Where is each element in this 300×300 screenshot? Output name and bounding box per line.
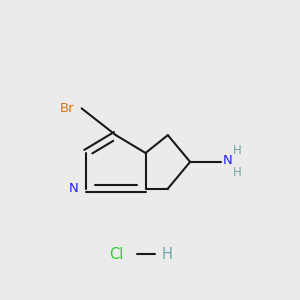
Text: Cl: Cl [109, 247, 123, 262]
Text: H: H [233, 166, 242, 179]
Text: Br: Br [60, 102, 74, 115]
Text: N: N [69, 182, 79, 195]
Text: H: H [162, 247, 173, 262]
Text: N: N [222, 154, 232, 167]
Text: H: H [233, 144, 242, 157]
